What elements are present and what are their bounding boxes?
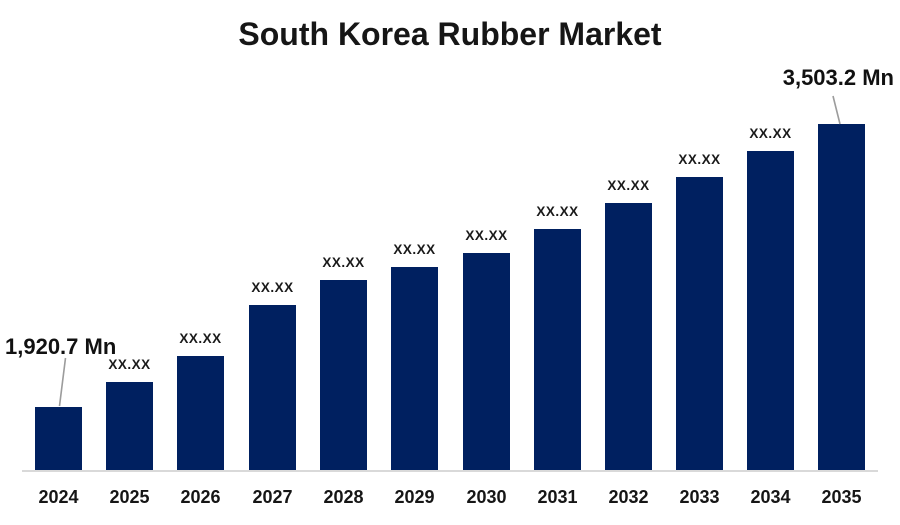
x-tick-2029: 2029 (394, 487, 435, 507)
callout-first-year-value: 1,920.7 Mn (5, 334, 117, 359)
callout-leader-line-last (832, 95, 841, 125)
bar-2024 (35, 407, 82, 470)
bar-value-label-2029: XX.XX (393, 242, 436, 257)
bar-value-label-2033: XX.XX (678, 152, 721, 167)
bar-2031 (534, 229, 581, 470)
x-tick-2035: 2035 (821, 487, 862, 507)
bar-2034 (747, 151, 794, 470)
callout-leader-line-first (58, 357, 67, 407)
x-tick-2032: 2032 (608, 487, 649, 507)
bar-value-label-2030: XX.XX (465, 228, 508, 243)
x-tick-2025: 2025 (109, 487, 150, 507)
x-tick-2024: 2024 (38, 487, 79, 507)
bar-2030 (463, 253, 510, 470)
x-tick-2033: 2033 (679, 487, 720, 507)
x-tick-2028: 2028 (323, 487, 364, 507)
bar-2032 (605, 203, 652, 470)
x-tick-2026: 2026 (180, 487, 221, 507)
bar-value-label-2027: XX.XX (251, 280, 294, 295)
bar-2029 (391, 267, 438, 470)
x-tick-2031: 2031 (537, 487, 578, 507)
bar-value-label-2025: XX.XX (108, 357, 151, 372)
callout-last-year-value: 3,503.2 Mn (782, 65, 894, 90)
bar-2026 (177, 356, 224, 470)
chart-title: South Korea Rubber Market (238, 16, 662, 52)
bar-value-label-2034: XX.XX (749, 126, 792, 141)
x-tick-2034: 2034 (750, 487, 791, 507)
bar-2033 (676, 177, 723, 470)
bar-value-label-2031: XX.XX (536, 204, 579, 219)
bar-2028 (320, 280, 367, 470)
bar-value-label-2032: XX.XX (607, 178, 650, 193)
x-axis-line (22, 469, 878, 472)
bar-value-label-2026: XX.XX (179, 331, 222, 346)
bar-2027 (249, 305, 296, 470)
bar-2025 (106, 382, 153, 470)
x-tick-2027: 2027 (252, 487, 293, 507)
bar-2035 (818, 124, 865, 470)
bar-value-label-2028: XX.XX (322, 255, 365, 270)
x-tick-2030: 2030 (466, 487, 507, 507)
